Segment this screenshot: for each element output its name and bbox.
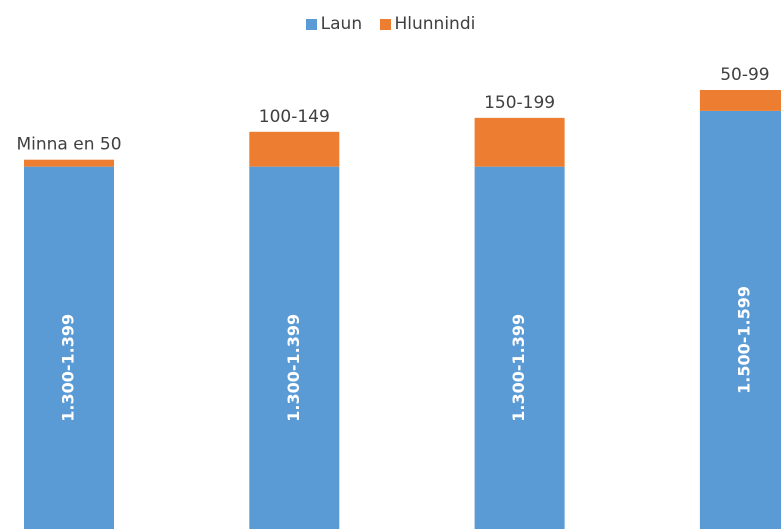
legend: Laun Hlunnindi (0, 14, 781, 35)
bar-label-laun-1: 1.300-1.399 (59, 314, 78, 422)
legend-item-laun: Laun (305, 14, 363, 34)
legend-label-hlunnindi: Hlunnindi (394, 14, 476, 34)
bar-label-hlunnindi-3: 150-199 (484, 93, 555, 113)
legend-label-laun: Laun (320, 14, 363, 34)
bar-label-laun-3: 1.300-1.399 (509, 314, 528, 422)
bar-label-hlunnindi-4: 50-99 (720, 65, 769, 85)
legend-swatch-laun (305, 18, 317, 30)
bar-laun-3 (474, 166, 565, 529)
bar-hlunnindi-3 (474, 117, 565, 167)
bar-hlunnindi-1 (24, 159, 114, 167)
bar-label-laun-4: 1.500-1.599 (734, 286, 753, 394)
legend-item-hlunnindi: Hlunnindi (379, 14, 476, 34)
bar-laun-2 (249, 166, 340, 529)
bar-hlunnindi-4 (699, 90, 781, 111)
legend-swatch-hlunnindi (379, 18, 391, 30)
bar-label-hlunnindi-1: Minna en 50 (16, 135, 121, 155)
bar-label-hlunnindi-2: 100-149 (259, 107, 330, 127)
bar-hlunnindi-2 (249, 131, 340, 167)
bar-laun-4 (699, 110, 781, 529)
bar-label-laun-2: 1.300-1.399 (284, 314, 303, 422)
bar-laun-1 (24, 166, 114, 529)
